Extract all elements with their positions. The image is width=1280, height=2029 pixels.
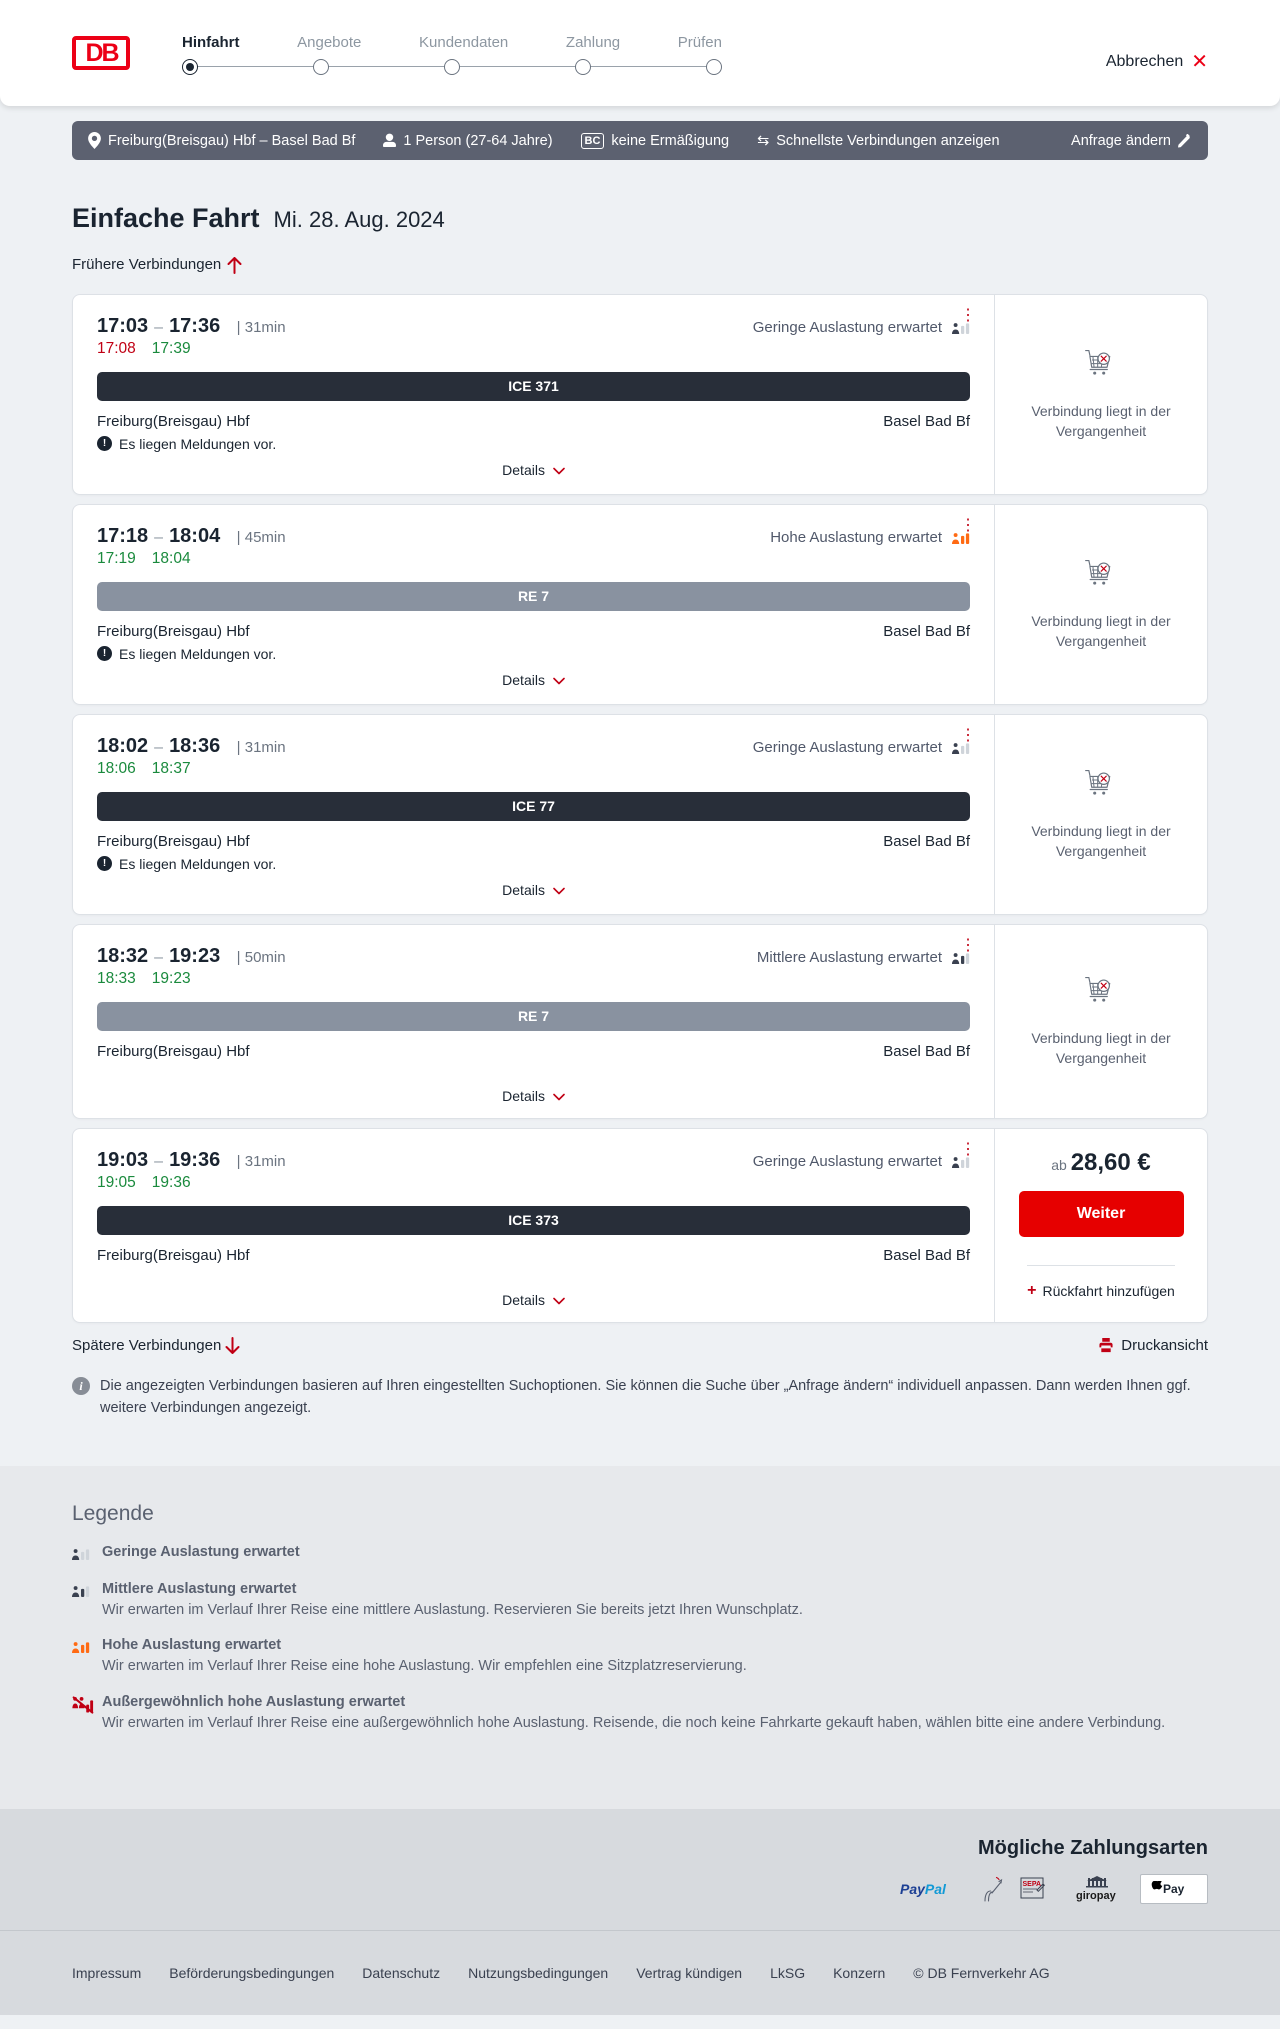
svg-text:PayPal: PayPal <box>900 1881 947 1897</box>
svg-text:Pay: Pay <box>1163 1882 1185 1896</box>
svg-text:giropay: giropay <box>1076 1890 1117 1902</box>
svg-text:SEPA: SEPA <box>1023 1881 1042 1888</box>
